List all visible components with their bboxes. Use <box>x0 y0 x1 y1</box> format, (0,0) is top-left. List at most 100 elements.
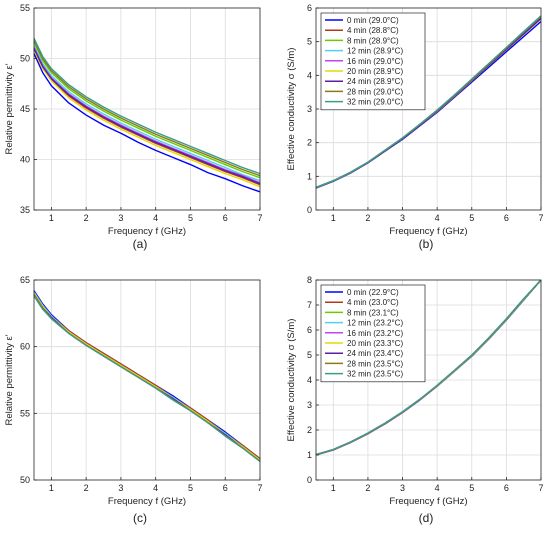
x-tick-label: 7 <box>538 483 543 493</box>
series-line <box>33 49 261 186</box>
x-axis-label: Frequency f (GHz) <box>389 226 467 237</box>
y-axis-label: Effective conductivity σ (S/m) <box>286 319 297 442</box>
legend-entry: 16 min (23.2°C) <box>347 329 403 338</box>
legend-entry: 4 min (28.8°C) <box>347 26 399 35</box>
y-tick-label: 4 <box>307 375 312 385</box>
y-tick-label: 3 <box>307 104 312 114</box>
series-line <box>33 42 261 179</box>
x-tick-label: 7 <box>257 213 262 223</box>
panel-label: (b) <box>419 237 434 251</box>
y-tick-label: 2 <box>307 138 312 148</box>
y-axis-label: Relative permittivity ε' <box>4 334 15 425</box>
x-tick-label: 4 <box>435 213 440 223</box>
series-line <box>315 279 542 456</box>
x-tick-label: 5 <box>188 483 193 493</box>
x-tick-label: 1 <box>49 213 54 223</box>
x-axis-label: Frequency f (GHz) <box>389 496 467 507</box>
y-tick-label: 50 <box>20 475 30 485</box>
x-tick-label: 2 <box>84 483 89 493</box>
series-line <box>33 50 261 188</box>
legend-entry: 28 min (23.5°C) <box>347 359 403 368</box>
y-tick-label: 55 <box>20 408 30 418</box>
y-tick-label: 40 <box>20 155 30 165</box>
series-line <box>33 53 261 193</box>
legend-entry: 28 min (29.0°C) <box>347 87 403 96</box>
legend-entry: 32 min (29.0°C) <box>347 98 403 107</box>
y-tick-label: 0 <box>307 205 312 215</box>
x-tick-label: 4 <box>153 483 158 493</box>
y-axis-label: Effective conductivity σ (S/m) <box>286 48 297 171</box>
x-tick-label: 1 <box>49 483 54 493</box>
legend-entry: 20 min (23.3°C) <box>347 339 403 348</box>
legend-entry: 12 min (28.9°C) <box>347 47 403 56</box>
y-tick-label: 60 <box>20 342 30 352</box>
y-tick-label: 50 <box>20 54 30 64</box>
series-line <box>33 45 261 182</box>
series-line <box>315 15 542 189</box>
y-tick-label: 65 <box>20 275 30 285</box>
y-tick-label: 3 <box>307 400 312 410</box>
legend-entry: 4 min (23.0°C) <box>347 298 399 307</box>
x-tick-label: 4 <box>153 213 158 223</box>
legend-entry: 8 min (23.1°C) <box>347 308 399 317</box>
y-tick-label: 35 <box>20 205 30 215</box>
y-tick-label: 4 <box>307 70 312 80</box>
y-tick-label: 55 <box>20 3 30 13</box>
x-tick-label: 2 <box>365 483 370 493</box>
legend-entry: 8 min (28.9°C) <box>347 36 399 45</box>
x-tick-label: 7 <box>257 483 262 493</box>
y-tick-label: 5 <box>307 37 312 47</box>
legend: 0 min (29.0°C)4 min (28.8°C)8 min (28.9°… <box>320 12 426 111</box>
x-tick-label: 5 <box>469 483 474 493</box>
y-axis-label: Relative permittivity ε' <box>4 63 15 154</box>
x-tick-label: 2 <box>84 213 89 223</box>
y-tick-label: 2 <box>307 425 312 435</box>
x-tick-label: 3 <box>400 483 405 493</box>
x-tick-label: 6 <box>504 483 509 493</box>
legend-entry: 24 min (28.9°C) <box>347 77 403 86</box>
x-tick-label: 5 <box>188 213 193 223</box>
x-axis-label: Frequency f (GHz) <box>108 226 186 237</box>
y-tick-label: 6 <box>307 325 312 335</box>
x-tick-label: 3 <box>118 483 123 493</box>
legend-entry: 0 min (22.9°C) <box>347 288 399 297</box>
legend-entry: 24 min (23.4°C) <box>347 349 403 358</box>
y-tick-label: 1 <box>307 171 312 181</box>
series-line <box>33 40 261 177</box>
legend-entry: 32 min (23.5°C) <box>347 370 403 379</box>
x-tick-label: 4 <box>435 483 440 493</box>
series-line <box>33 48 261 185</box>
y-tick-label: 8 <box>307 275 312 285</box>
x-tick-label: 3 <box>118 213 123 223</box>
x-tick-label: 6 <box>223 483 228 493</box>
x-tick-label: 1 <box>331 213 336 223</box>
chart-panel-4: 1 2 3 4 5 6 7 0 1 2 3 4 5 6 7 8 Frequency f (GHz) Effecti… <box>286 275 544 525</box>
legend-entry: 16 min (29.0°C) <box>347 57 403 66</box>
x-tick-label: 6 <box>223 213 228 223</box>
legend-entry: 20 min (28.9°C) <box>347 67 403 76</box>
panel-label: (a) <box>133 237 148 251</box>
x-tick-label: 2 <box>365 213 370 223</box>
series-line <box>33 295 261 462</box>
chart-panel-2: 1 2 3 4 5 6 7 0 1 2 3 4 5 6 Frequency f (GHz) Effective… <box>286 3 544 251</box>
x-tick-label: 3 <box>400 213 405 223</box>
x-tick-label: 1 <box>331 483 336 493</box>
x-axis-label: Frequency f (GHz) <box>108 496 186 507</box>
series-line <box>33 37 261 175</box>
series-line <box>33 47 261 184</box>
x-tick-label: 6 <box>504 213 509 223</box>
x-tick-label: 5 <box>469 213 474 223</box>
legend: 0 min (22.9°C)4 min (23.0°C)8 min (23.1°… <box>320 284 426 383</box>
legend-entry: 0 min (29.0°C) <box>347 16 399 25</box>
chart-panel-3: 1 2 3 4 5 6 7 50 55 60 65 Frequency f (GHz) Relative… <box>4 275 263 525</box>
y-tick-label: 0 <box>307 475 312 485</box>
panel-label: (c) <box>133 511 147 525</box>
y-tick-label: 7 <box>307 300 312 310</box>
y-tick-label: 45 <box>20 104 30 114</box>
y-tick-label: 1 <box>307 450 312 460</box>
legend-entry: 12 min (23.2°C) <box>347 319 403 328</box>
y-tick-label: 6 <box>307 3 312 13</box>
x-tick-label: 7 <box>538 213 543 223</box>
